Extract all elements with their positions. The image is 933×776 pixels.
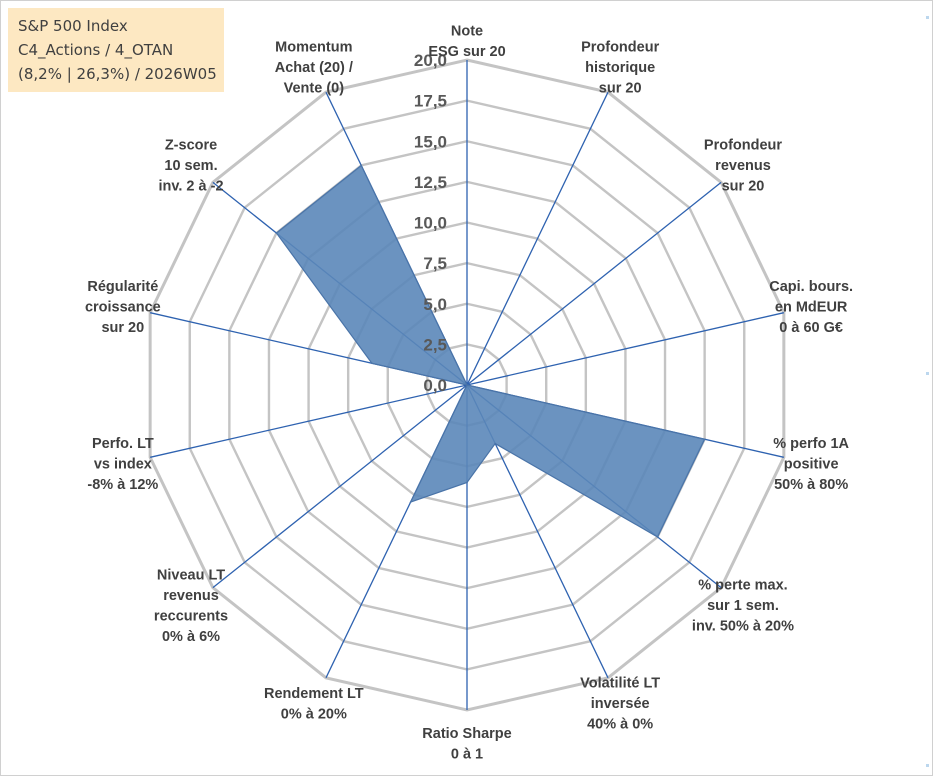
axis-label-line: ESG sur 20 bbox=[428, 44, 505, 60]
data-point-regularite-croissance bbox=[371, 362, 373, 365]
axis-label-line: 10 sem. bbox=[164, 158, 217, 174]
axis-label-line: inv. 2 à -2 bbox=[159, 178, 224, 194]
data-point-perfo-lt-vs-index bbox=[466, 384, 468, 386]
axis-label-line: 0% à 6% bbox=[162, 629, 220, 645]
portfolio-label: C4_Actions / 4_OTAN bbox=[18, 41, 174, 59]
data-point-rendement-lt bbox=[409, 501, 412, 503]
axis-label-line: positive bbox=[784, 457, 839, 473]
axis-label-line: revenus bbox=[715, 158, 771, 174]
axis-label-line: historique bbox=[585, 60, 655, 76]
axis-spoke-niveau-lt-revenus bbox=[212, 384, 468, 589]
axis-label-niveau-lt-revenus: Niveau LT revenus reccurents 0% à 6% bbox=[154, 567, 228, 645]
axis-label-line: revenus bbox=[163, 588, 219, 604]
axis-label-perfo-1a-positive: % perfo 1A positive 50% à 80% bbox=[773, 436, 849, 493]
axis-label-line: Régularité bbox=[87, 279, 158, 295]
tick-label: 10,0 bbox=[414, 214, 447, 233]
axis-label-ratio-sharpe: Ratio Sharpe 0 à 1 bbox=[422, 726, 511, 763]
axis-label-profondeur-revenus: Profondeur revenus sur 20 bbox=[704, 137, 782, 194]
axis-label-note-esg: Note ESG sur 20 bbox=[428, 24, 505, 61]
axis-label-line: Profondeur bbox=[704, 137, 782, 153]
axis-label-line: Niveau LT bbox=[157, 567, 225, 583]
axis-label-line: sur 1 sem. bbox=[707, 598, 779, 614]
axis-labels: Note ESG sur 20 Profondeur historique sur 20… bbox=[85, 24, 853, 763]
axis-label-line: Achat (20) / bbox=[275, 60, 353, 76]
tick-label: 12,5 bbox=[414, 173, 447, 192]
tick-label: 2,5 bbox=[423, 335, 447, 354]
axis-label-line: 0 à 60 G€ bbox=[779, 320, 843, 336]
data-point-volatilite-lt bbox=[494, 442, 497, 445]
axis-label-capi-bours: Capi. bours. en MdEUR 0 à 60 G€ bbox=[769, 279, 853, 336]
tick-label: 15,0 bbox=[414, 132, 447, 151]
data-series bbox=[275, 164, 706, 538]
series-area bbox=[275, 164, 706, 538]
axis-label-line: % perte max. bbox=[698, 578, 787, 594]
axis-label-line: sur 20 bbox=[722, 178, 765, 194]
index-name: S&P 500 Index bbox=[18, 17, 128, 35]
axis-label-line: inversée bbox=[591, 696, 650, 712]
axis-label-line: Ratio Sharpe bbox=[422, 726, 511, 742]
portfolio-stats: (8,2% | 26,3%) / 2026W05 bbox=[18, 65, 217, 83]
axis-spoke-profondeur-historique bbox=[466, 91, 609, 386]
axis-label-line: sur 20 bbox=[599, 80, 642, 96]
axis-label-regularite-croissance: Régularité croissance sur 20 bbox=[85, 279, 161, 336]
axis-label-line: Volatilité LT bbox=[580, 676, 660, 692]
axis-label-profondeur-historique: Profondeur historique sur 20 bbox=[581, 39, 659, 96]
axis-label-volatilite-lt: Volatilité LT inversée 40% à 0% bbox=[580, 676, 660, 733]
data-point-momentum bbox=[360, 164, 363, 167]
axis-label-perfo-lt-vs-index: Perfo. LT vs index -8% à 12% bbox=[87, 436, 158, 493]
axis-label-line: Capi. bours. bbox=[769, 279, 853, 295]
axis-spoke-perfo-lt-vs-index bbox=[150, 384, 468, 458]
data-point-z-score bbox=[275, 232, 278, 234]
axis-spoke-profondeur-revenus bbox=[466, 181, 722, 386]
data-point-perte-max bbox=[656, 536, 659, 538]
axis-label-line: reccurents bbox=[154, 608, 228, 624]
axis-label-line: sur 20 bbox=[101, 320, 144, 336]
axis-label-rendement-lt: Rendement LT 0% à 20% bbox=[264, 686, 364, 723]
tick-label: 0,0 bbox=[423, 376, 447, 395]
axis-label-line: Momentum bbox=[275, 39, 352, 55]
axis-label-line: Rendement LT bbox=[264, 686, 364, 702]
tick-label: 5,0 bbox=[423, 295, 447, 314]
tick-label: 20,0 bbox=[414, 51, 447, 70]
axis-spoke-capi-bours bbox=[466, 312, 784, 386]
tick-label: 17,5 bbox=[414, 92, 447, 111]
axis-label-momentum: Momentum Achat (20) / Vente (0) bbox=[275, 39, 353, 96]
data-point-ratio-sharpe bbox=[466, 481, 468, 484]
axis-label-line: % perfo 1A bbox=[773, 436, 849, 452]
axis-label-line: vs index bbox=[94, 457, 152, 473]
axis-label-perte-max: % perte max. sur 1 sem. inv. 50% à 20% bbox=[692, 578, 794, 635]
axis-label-line: Profondeur bbox=[581, 39, 659, 55]
tick-label: 7,5 bbox=[423, 254, 447, 273]
axis-label-line: 0 à 1 bbox=[451, 747, 483, 763]
axis-label-line: 0% à 20% bbox=[281, 706, 347, 722]
axis-label-line: 40% à 0% bbox=[587, 717, 653, 733]
axis-label-line: 50% à 80% bbox=[774, 477, 848, 493]
tick-labels: 0,0 2,5 5,0 7,5 10,0 12,5 15,0 17,5 20,0 bbox=[414, 51, 447, 395]
axis-label-z-score: Z-score 10 sem. inv. 2 à -2 bbox=[159, 137, 224, 194]
axis-label-line: Perfo. LT bbox=[92, 436, 154, 452]
axis-label-line: inv. 50% à 20% bbox=[692, 619, 794, 635]
data-point-perfo-1a-positive bbox=[703, 438, 706, 441]
axis-label-line: -8% à 12% bbox=[87, 477, 158, 493]
axis-label-line: Vente (0) bbox=[284, 80, 345, 96]
axis-label-line: Z-score bbox=[165, 137, 217, 153]
axis-label-line: Note bbox=[451, 24, 483, 40]
axis-label-line: en MdEUR bbox=[775, 299, 848, 315]
chart-title-box: S&P 500 Index C4_Actions / 4_OTAN (8,2% … bbox=[8, 8, 224, 92]
axis-label-line: croissance bbox=[85, 299, 161, 315]
